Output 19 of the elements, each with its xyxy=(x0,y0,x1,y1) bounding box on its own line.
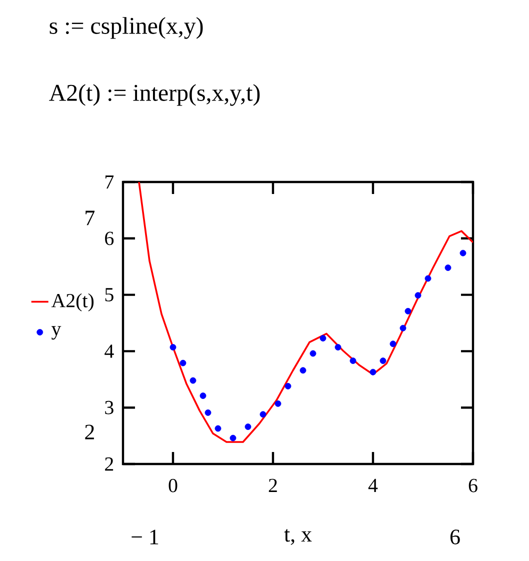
legend-label: y xyxy=(51,326,62,340)
y-tick-label: 6 xyxy=(105,232,114,246)
x-axis-title: t, x xyxy=(284,529,312,545)
x-tick-label: 0 xyxy=(168,478,178,492)
chart-title: s := cspline(x,y) xyxy=(50,17,203,39)
x-tick-label: 6 xyxy=(468,478,478,492)
y-tick-label: 3 xyxy=(105,400,114,414)
y-tick-label: 4 xyxy=(104,344,114,358)
y-tick-label: 5 xyxy=(105,288,114,302)
chart-subtitle: A2(t) := interp(s,x,y,t) xyxy=(49,84,260,106)
y-tick-label: 7 xyxy=(106,175,114,189)
legend-label: A2(t) xyxy=(51,293,94,312)
x-tick-label: 2 xyxy=(268,478,277,492)
text: 2 xyxy=(85,424,94,440)
x-tick-label: 4 xyxy=(368,478,378,492)
text: 6 xyxy=(450,530,460,544)
text: − 1 xyxy=(132,530,158,544)
y-tick-label: 2 xyxy=(105,457,114,471)
text: 7 xyxy=(86,210,95,226)
